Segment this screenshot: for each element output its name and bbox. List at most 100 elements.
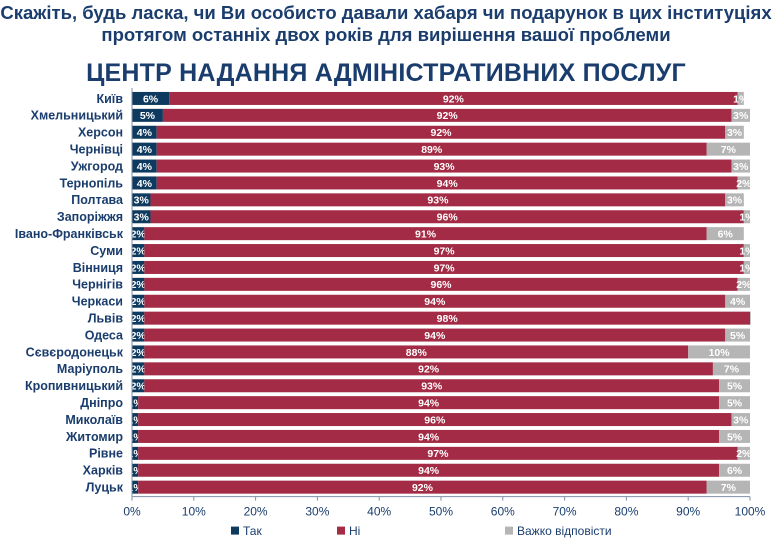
bar-segment <box>144 277 738 291</box>
category-label: Чернігів <box>72 278 123 292</box>
legend-label: Важко відповісти <box>517 524 612 538</box>
data-label: 1% <box>739 245 755 257</box>
bar-segment <box>156 159 732 173</box>
bar-segment <box>144 328 726 342</box>
data-label: 2% <box>131 245 147 257</box>
survey-question: Скажіть, будь ласка, чи Ви особисто дава… <box>0 2 772 45</box>
bar-segment <box>132 480 139 494</box>
data-label: 2% <box>131 313 147 325</box>
data-label: 3% <box>727 195 743 207</box>
bar-segment <box>144 379 720 393</box>
bar-segment <box>719 429 750 443</box>
bar-segment <box>150 210 744 224</box>
data-label: 7% <box>724 364 740 376</box>
data-label: 7% <box>721 144 737 156</box>
bar-segment <box>144 294 726 308</box>
category-label: Полтава <box>71 193 124 207</box>
bar-segment <box>132 108 163 122</box>
bar-segment <box>132 413 139 427</box>
category-label: Київ <box>96 92 123 106</box>
category-label: Маріуполь <box>57 362 123 376</box>
data-label: 93% <box>421 381 443 393</box>
bar-segment <box>725 294 750 308</box>
data-label: 3% <box>134 212 150 224</box>
data-label: 92% <box>418 364 440 376</box>
bar-segment <box>132 345 145 359</box>
data-label: 94% <box>418 431 440 443</box>
data-label: 1% <box>733 93 749 105</box>
x-tick-label: 20% <box>244 505 268 519</box>
bar-segment <box>743 260 750 274</box>
legend-label: Ні <box>349 524 360 538</box>
data-label: 2% <box>736 279 752 291</box>
bar-segment <box>132 244 145 258</box>
bar-segment <box>725 193 744 207</box>
bar-segment <box>737 277 750 291</box>
data-label: 2% <box>736 448 752 460</box>
data-label: 94% <box>418 465 440 477</box>
bar-segment <box>132 396 139 410</box>
category-label: Сєвєродонецьк <box>26 345 124 359</box>
bar-segment <box>132 379 145 393</box>
x-tick-label: 80% <box>614 505 638 519</box>
bar-segment <box>737 176 750 190</box>
category-label: Дніпро <box>80 396 123 410</box>
x-tick-label: 0% <box>123 505 141 519</box>
bar-segment <box>144 311 751 325</box>
data-label: 1% <box>739 262 755 274</box>
bar-segment <box>132 91 170 105</box>
data-label: 4% <box>730 296 746 308</box>
legend-swatch <box>231 526 239 535</box>
category-label: Кропивницький <box>25 379 123 393</box>
bar-segment <box>138 413 732 427</box>
data-label: 2% <box>131 330 147 342</box>
data-label: 4% <box>137 127 153 139</box>
x-tick-label: 40% <box>367 505 391 519</box>
category-label: Рівне <box>89 447 123 461</box>
bar-segment <box>737 91 744 105</box>
bar-segment <box>132 159 157 173</box>
bar-segment <box>706 227 744 241</box>
x-tick-label: 90% <box>676 505 700 519</box>
category-label: Суми <box>90 244 123 258</box>
category-label: Вінниця <box>73 261 123 275</box>
category-label: Житомир <box>65 430 123 444</box>
x-tick-label: 50% <box>429 505 453 519</box>
category-label: Харків <box>83 464 124 478</box>
bar-segment <box>750 311 751 325</box>
bar-segment <box>132 142 157 156</box>
x-tick-label: 100% <box>735 505 766 519</box>
data-label: 5% <box>727 431 743 443</box>
data-label: 97% <box>427 448 449 460</box>
bar-segment <box>138 463 720 477</box>
data-label: 3% <box>733 110 749 122</box>
data-label: 2% <box>131 296 147 308</box>
legend-swatch <box>337 526 345 535</box>
bar-segment <box>743 244 750 258</box>
bar-segment <box>706 142 750 156</box>
bar-segment <box>138 396 720 410</box>
bar-segment <box>725 328 750 342</box>
bar-segment <box>688 345 750 359</box>
data-label: 96% <box>437 212 459 224</box>
bar-segment <box>144 345 689 359</box>
data-label: 93% <box>434 161 456 173</box>
data-label: 98% <box>437 313 459 325</box>
bar-segment <box>144 244 744 258</box>
data-label: 92% <box>412 482 434 494</box>
category-label: Івано-Франківськ <box>15 227 124 241</box>
category-label: Черкаси <box>72 295 123 309</box>
data-label: 2% <box>131 262 147 274</box>
data-label: 94% <box>418 397 440 409</box>
data-label: 4% <box>137 178 153 190</box>
data-label: 96% <box>424 414 446 426</box>
bar-segment <box>132 328 145 342</box>
bar-segment <box>144 227 707 241</box>
bar-segment <box>719 396 750 410</box>
bar-segment <box>731 413 750 427</box>
bar-segment <box>132 463 139 477</box>
bar-segment <box>132 227 145 241</box>
data-label: 2% <box>736 178 752 190</box>
bar-segment <box>156 176 738 190</box>
bar-segment <box>132 193 151 207</box>
